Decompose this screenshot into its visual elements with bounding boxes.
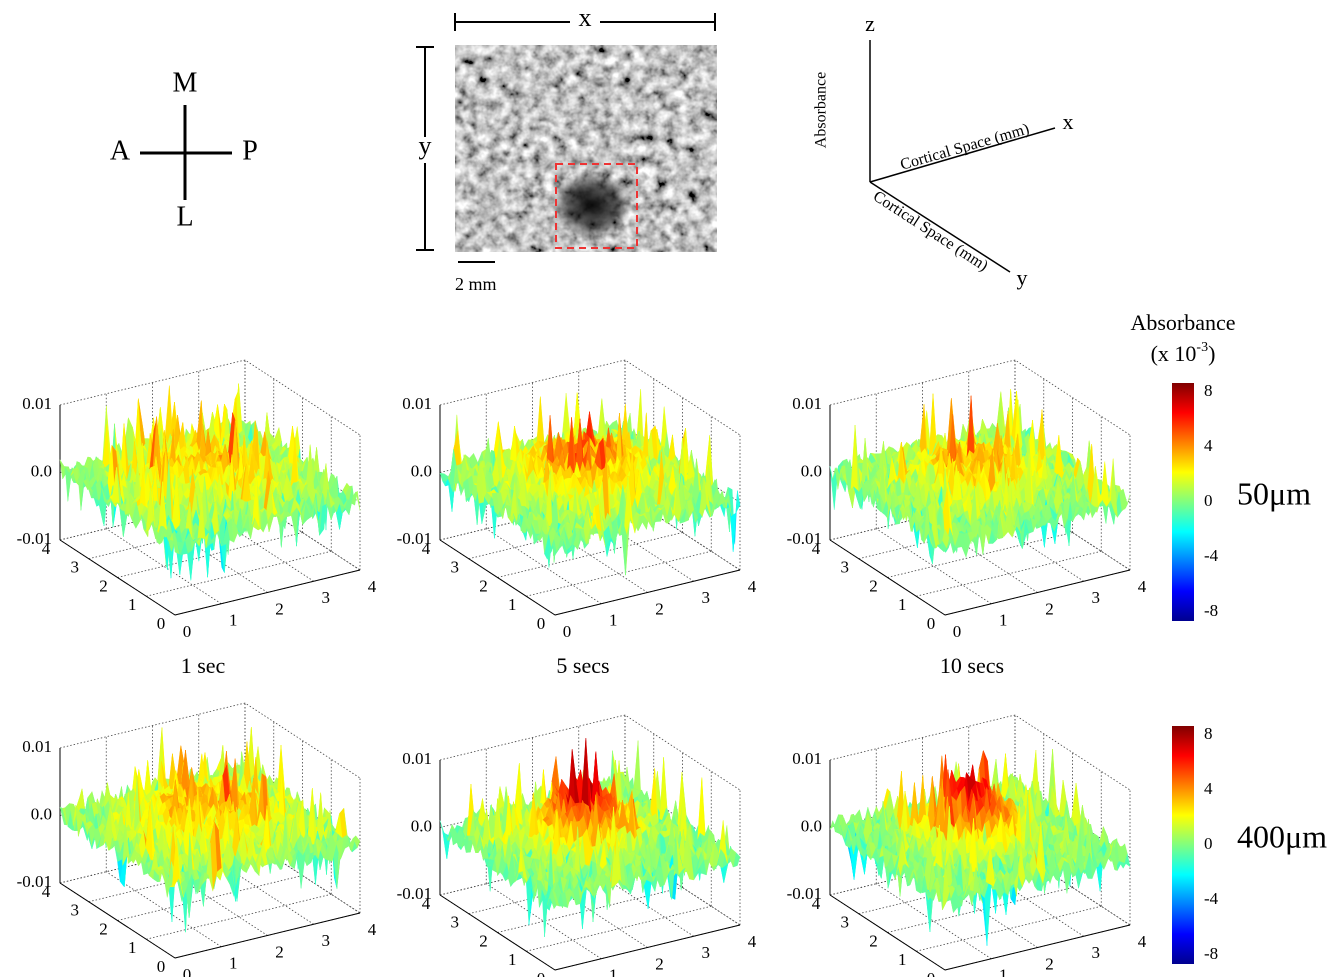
x-tick-label: 2 <box>655 599 664 618</box>
y-label: y <box>419 131 432 160</box>
axis-title: Cortical Space (mm) <box>898 121 1031 174</box>
dir-label: M <box>173 67 198 98</box>
grid-line <box>146 551 331 596</box>
colorbar-title: Absorbance <box>1130 310 1235 335</box>
x-tick-label: 4 <box>368 577 377 596</box>
z-tick-label: 0.01 <box>792 394 822 413</box>
y-tick-label: 1 <box>898 595 907 614</box>
z-tick-label: 0.0 <box>411 461 432 480</box>
x-tick-label: 4 <box>1138 577 1147 596</box>
axis-line <box>60 540 175 615</box>
z-tick-label: 0.01 <box>402 394 432 413</box>
x-tick-label: 2 <box>1045 599 1054 618</box>
y-tick-label: 3 <box>841 558 850 577</box>
activation-spot <box>552 171 632 239</box>
y-tick-label: 0 <box>157 614 166 633</box>
unit-suffix: ) <box>1208 341 1215 366</box>
axis-label: y <box>1017 265 1028 290</box>
x-label: x <box>579 3 592 32</box>
x-tick-label: 3 <box>702 588 711 607</box>
dir-label: P <box>242 135 258 166</box>
axis-title: Absorbance <box>813 72 830 148</box>
z-tick-label: 0.01 <box>22 394 52 413</box>
y-tick-label: 3 <box>451 558 460 577</box>
surface-cell <box>668 435 675 461</box>
z-tick-label: 0.0 <box>31 461 52 480</box>
x-tick-label: 0 <box>183 622 192 641</box>
axis-line <box>830 540 945 615</box>
x-tick-label: 1 <box>229 611 238 630</box>
unit-exponent: -3 <box>1196 340 1208 355</box>
x-tick-label: 3 <box>1092 588 1101 607</box>
x-tick-label: 4 <box>748 577 757 596</box>
colorbar-unit: (x 10-3) <box>1151 340 1216 366</box>
y-tick-label: 1 <box>128 595 137 614</box>
y-tick-label: 4 <box>812 539 821 558</box>
axis-label: z <box>865 11 875 36</box>
unit-prefix: (x 10 <box>1151 341 1197 366</box>
axis-line <box>555 570 740 615</box>
axes-diagram: z x y Absorbance Cortical Space (mm) Cor… <box>813 11 1074 290</box>
y-tick-label: 0 <box>537 614 546 633</box>
axis-line <box>175 570 360 615</box>
grid-line <box>830 360 1130 435</box>
y-tick-label: 1 <box>508 595 517 614</box>
grid-line <box>916 551 1101 596</box>
axis-title: Cortical Space (mm) <box>870 188 991 275</box>
dir-label: A <box>110 135 131 166</box>
y-tick-label: 4 <box>422 539 431 558</box>
axis-label: x <box>1063 109 1074 134</box>
surface-panel: 0.010.0-0.010011223344 <box>787 360 1147 641</box>
x-tick-label: 0 <box>953 622 962 641</box>
axis-line <box>945 570 1130 615</box>
x-tick-label: 2 <box>275 599 284 618</box>
surface-panels: 0.010.0-0.0100112233440.010.0-0.01001122… <box>17 360 1328 977</box>
y-tick-label: 2 <box>869 576 878 595</box>
y-tick-label: 0 <box>927 614 936 633</box>
x-tick-label: 3 <box>322 588 331 607</box>
x-tick-label: 0 <box>563 622 572 641</box>
surface-panel: 0.010.0-0.010011223344 <box>397 360 757 641</box>
orientation: M A P L <box>110 67 258 232</box>
dir-label: L <box>176 201 193 232</box>
z-tick-label: 0.0 <box>801 461 822 480</box>
x-tick-label: 1 <box>999 611 1008 630</box>
y-tick-label: 2 <box>99 576 108 595</box>
y-tick-label: 3 <box>71 558 80 577</box>
y-tick-label: 4 <box>42 539 51 558</box>
image-panel: x y 2 mm <box>413 3 717 294</box>
y-tick-label: 2 <box>479 576 488 595</box>
x-tick-label: 1 <box>609 611 618 630</box>
scale-label: 2 mm <box>455 274 497 294</box>
axis-line <box>440 540 555 615</box>
surface-panel: 0.010.0-0.010011223344 <box>17 360 377 641</box>
